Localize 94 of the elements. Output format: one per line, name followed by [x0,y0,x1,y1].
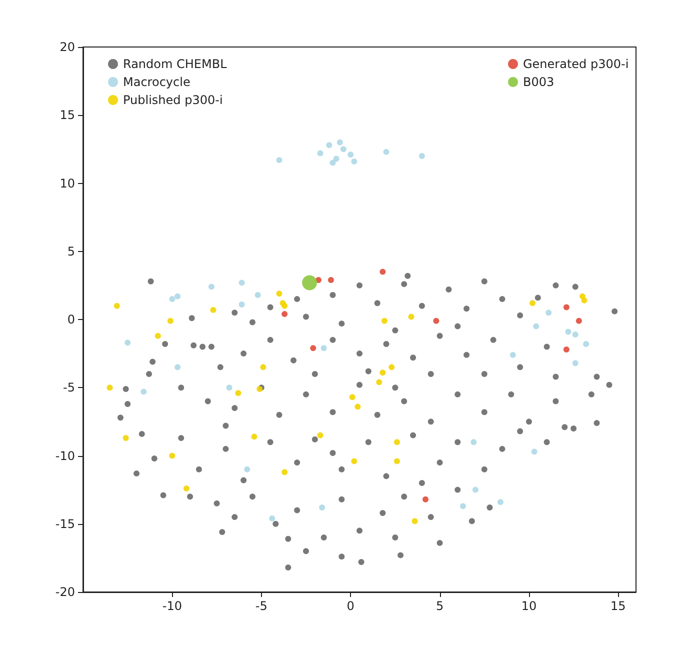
point [226,384,232,391]
legend-label: Random CHEMBL [123,57,228,71]
point [354,404,361,410]
point [394,439,400,446]
legend-label: Generated p300-i [523,57,629,71]
y-tick-label: -5 [63,380,75,395]
point [581,297,588,304]
point [510,352,516,358]
y-tick-label: -20 [55,585,75,599]
point [208,284,214,290]
point [412,518,418,524]
point [333,156,340,162]
point [472,486,478,493]
legend-label: Macrocycle [123,75,190,89]
x-tick-label: 10 [521,599,537,613]
point [418,153,425,159]
point [380,268,386,275]
point [348,152,354,158]
x-tick-label: 5 [436,599,444,613]
point [565,328,572,335]
y-tick-label: 5 [67,244,75,258]
point [340,146,346,152]
point [174,364,181,370]
point [269,515,276,522]
point [376,379,382,386]
point [251,434,258,440]
point [276,157,282,164]
point [238,280,245,286]
y-tick-label: -15 [55,516,75,531]
point [576,318,582,324]
point [530,300,536,306]
point [563,346,570,352]
y-tick-label: 20 [60,40,75,54]
point [531,448,538,455]
point [167,318,174,324]
point [320,345,327,352]
point [460,503,466,510]
point [572,360,578,366]
point [319,504,326,511]
y-tick-label: -10 [55,448,75,463]
point [563,304,570,310]
point [381,318,388,324]
point [533,323,540,330]
point [328,276,334,283]
point [114,302,120,309]
point [408,314,414,320]
point [174,293,181,300]
point [317,432,324,438]
point [383,148,390,155]
point [497,499,504,506]
point [349,394,356,400]
point [433,318,440,324]
point [169,296,176,302]
point [235,390,242,396]
point [422,496,429,502]
point [238,302,245,308]
legend-label: Published p300-i [123,93,223,107]
point [583,341,590,348]
x-tick-label: -10 [162,599,182,613]
point [380,370,386,376]
legend-label: B003 [523,75,554,89]
point [183,485,190,492]
point [244,466,250,472]
point [140,388,147,395]
point [124,340,131,346]
point [351,458,358,464]
y-tick-label: 0 [67,312,75,326]
point [122,435,129,442]
point [330,160,336,166]
point [254,292,261,298]
point [310,345,316,352]
point [572,331,578,338]
point [326,142,332,148]
point [317,150,324,156]
point [470,439,477,446]
point [260,364,266,370]
point [336,139,343,146]
x-tick-label: 0 [346,599,354,613]
x-tick-label: -5 [255,599,268,613]
point [394,458,400,464]
point [210,306,216,313]
point [282,302,288,309]
point [282,469,288,476]
point [276,290,282,297]
point [546,310,552,316]
point [169,452,176,459]
point [388,364,395,370]
y-tick-label: 15 [60,108,75,122]
point [351,158,358,164]
point [282,311,288,318]
y-tick-label: 10 [60,176,75,190]
point [106,384,113,391]
point [154,332,161,339]
x-tick-label: 15 [610,599,626,613]
